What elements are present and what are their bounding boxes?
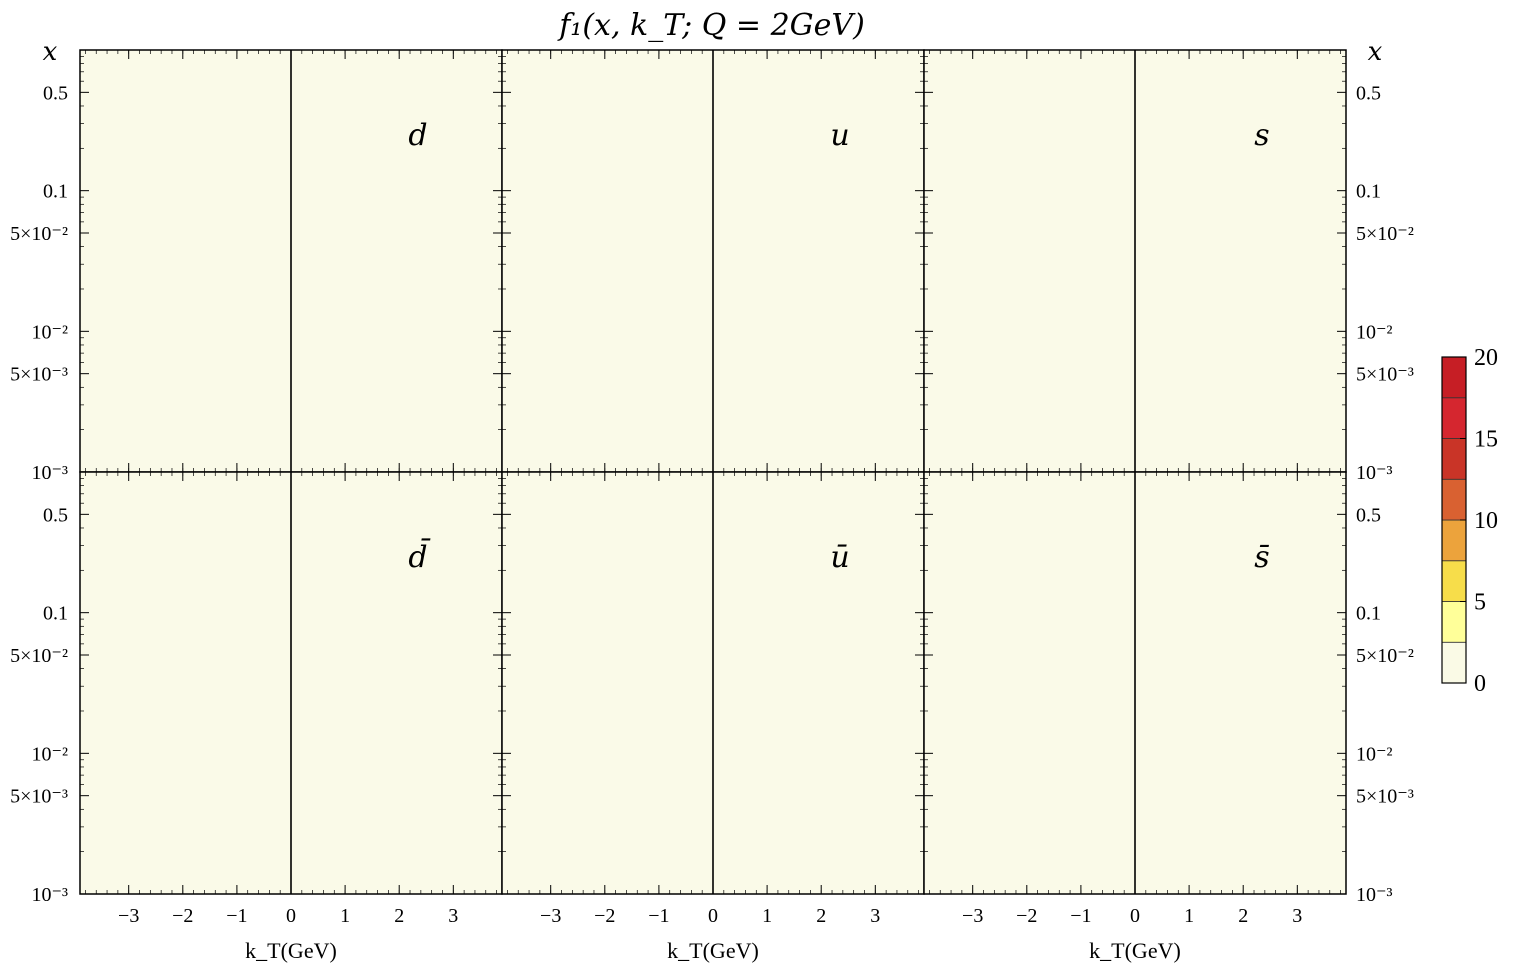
y-axis-label-right: x bbox=[1368, 37, 1383, 67]
y-tick-label-left: 0.5 bbox=[43, 82, 68, 104]
y-tick-label-right: 0.5 bbox=[1356, 82, 1381, 104]
x-tick-label: 2 bbox=[816, 905, 826, 927]
flavor-label: s bbox=[1254, 118, 1269, 153]
y-tick-label-left: 0.5 bbox=[43, 504, 68, 526]
flavor-label: ū bbox=[830, 540, 849, 575]
y-tick-label-right: 0.1 bbox=[1356, 603, 1381, 625]
x-tick-label: −3 bbox=[118, 905, 139, 927]
x-tick-label: 3 bbox=[1292, 905, 1302, 927]
y-tick-label-left: 10⁻³ bbox=[31, 884, 68, 906]
panel-5: ū −3 −2 −1 0 1 2 3 k_T(GeV) bbox=[501, 471, 925, 963]
x-tick-label: 0 bbox=[708, 905, 718, 927]
colorbar-tick-label: 10 bbox=[1474, 508, 1498, 534]
x-axis-label: k_T(GeV) bbox=[245, 938, 337, 963]
y-tick-label-right: 5×10⁻³ bbox=[1356, 364, 1414, 386]
y-tick-label-left: 5×10⁻² bbox=[10, 645, 68, 667]
x-tick-label: −1 bbox=[648, 905, 669, 927]
panels-layer: d u s d̄ −3 −2 −1 0 1 2 3 k_T(GeV) ū −3 −2 −1 0 1 2 3 k_T(Ge… bbox=[79, 49, 1347, 963]
y-tick-label-right: 10⁻² bbox=[1356, 321, 1393, 343]
y-tick-label-right: 0.5 bbox=[1356, 504, 1381, 526]
y-tick-label-right: 5×10⁻² bbox=[1356, 645, 1414, 667]
y-tick-label-left: 5×10⁻³ bbox=[10, 364, 68, 386]
y-tick-label-left: 0.1 bbox=[43, 181, 68, 203]
panel-4: d̄ −3 −2 −1 0 1 2 3 k_T(GeV) bbox=[79, 471, 503, 963]
x-tick-label: 0 bbox=[286, 905, 296, 927]
colorbar-segment bbox=[1441, 478, 1467, 521]
panel-3: s bbox=[923, 49, 1347, 473]
x-tick-label: −1 bbox=[226, 905, 247, 927]
y-tick-label-left: 10⁻² bbox=[31, 321, 68, 343]
y-tick-label-left: 0.1 bbox=[43, 603, 68, 625]
x-tick-label: 1 bbox=[762, 905, 772, 927]
x-tick-label: 0 bbox=[1130, 905, 1140, 927]
chart-title: f₁(x, k_T; Q = 2GeV) bbox=[557, 8, 865, 43]
colorbar-segment bbox=[1441, 438, 1467, 480]
x-tick-label: 2 bbox=[1238, 905, 1248, 927]
x-axis-label: k_T(GeV) bbox=[667, 938, 759, 963]
y-tick-label-left: 10⁻² bbox=[31, 743, 68, 765]
y-axis-label-left: x bbox=[43, 37, 58, 67]
flavor-label: d bbox=[408, 118, 427, 153]
flavor-label: u bbox=[830, 118, 849, 153]
x-tick-label: 3 bbox=[448, 905, 458, 927]
colorbar-tick-label: 0 bbox=[1474, 671, 1486, 697]
flavor-label: s̄ bbox=[1254, 540, 1269, 575]
x-tick-label: 1 bbox=[340, 905, 350, 927]
colorbar-tick-label: 5 bbox=[1474, 590, 1486, 616]
x-tick-label: −1 bbox=[1070, 905, 1091, 927]
x-tick-label: 3 bbox=[870, 905, 880, 927]
y-tick-label-right: 10⁻³ bbox=[1356, 462, 1393, 484]
panel-2: u bbox=[501, 49, 925, 473]
y-tick-label-left: 5×10⁻² bbox=[10, 223, 68, 245]
colorbar: 0 5 10 15 20 bbox=[1441, 345, 1498, 697]
x-axis-label: k_T(GeV) bbox=[1089, 938, 1181, 963]
x-tick-label: −2 bbox=[172, 905, 193, 927]
panel-6: s̄ −3 −2 −1 0 1 2 3 k_T(GeV) bbox=[923, 471, 1347, 963]
x-tick-label: 1 bbox=[1184, 905, 1194, 927]
y-tick-label-left: 10⁻³ bbox=[31, 462, 68, 484]
colorbar-segment bbox=[1441, 601, 1467, 643]
y-tick-label-right: 5×10⁻³ bbox=[1356, 786, 1414, 808]
x-tick-label: −3 bbox=[540, 905, 561, 927]
y-tick-label-left: 5×10⁻³ bbox=[10, 786, 68, 808]
x-tick-label: −3 bbox=[962, 905, 983, 927]
y-tick-label-right: 10⁻² bbox=[1356, 743, 1393, 765]
flavor-label: d̄ bbox=[408, 537, 430, 575]
colorbar-segment bbox=[1441, 560, 1467, 602]
panel-1: d bbox=[79, 49, 503, 473]
colorbar-tick-label: 15 bbox=[1474, 427, 1498, 453]
colorbar-segment bbox=[1441, 519, 1467, 562]
colorbar-tick-label: 20 bbox=[1474, 345, 1498, 371]
colorbar-segment bbox=[1441, 641, 1467, 684]
y-tick-label-right: 5×10⁻² bbox=[1356, 223, 1414, 245]
x-tick-label: −2 bbox=[594, 905, 615, 927]
colorbar-segment bbox=[1441, 397, 1467, 439]
y-tick-label-right: 0.1 bbox=[1356, 181, 1381, 203]
axes-layer: 10⁻³ 10⁻³ 5×10⁻³ 5×10⁻³ 10⁻² 10⁻² 5×10⁻² 5×10⁻²… bbox=[10, 37, 1414, 906]
y-tick-label-right: 10⁻³ bbox=[1356, 884, 1393, 906]
x-tick-label: −2 bbox=[1016, 905, 1037, 927]
colorbar-segment bbox=[1441, 356, 1467, 399]
x-tick-label: 2 bbox=[394, 905, 404, 927]
